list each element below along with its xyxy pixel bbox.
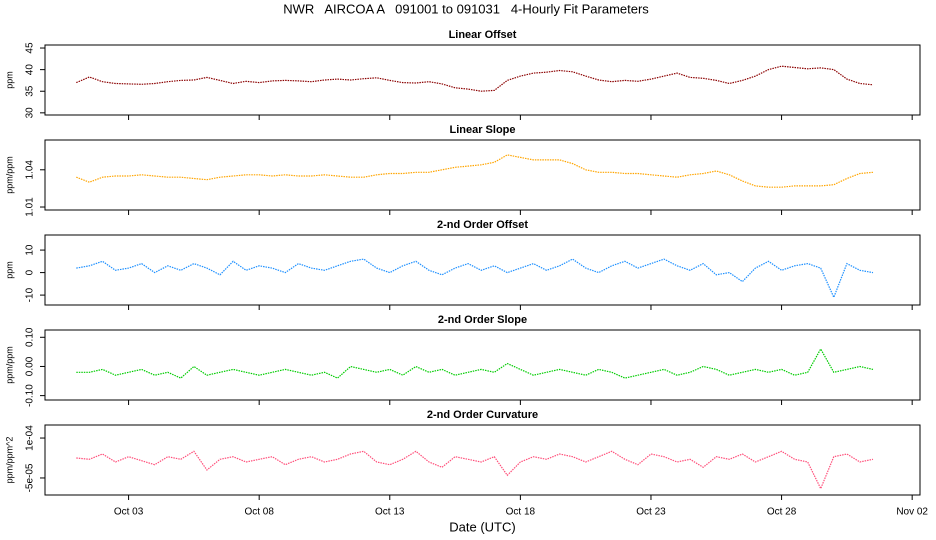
plot-frame [44, 139, 921, 211]
y-tick-label: 0.00 [25, 356, 36, 376]
data-line [76, 347, 874, 379]
x-tick-label: Oct 28 [767, 507, 797, 518]
panel-title: Linear Slope [449, 124, 515, 136]
panel-title: 2-nd Order Slope [438, 314, 527, 326]
x-tick-label: Oct 23 [636, 507, 666, 518]
x-tick-label: Oct 18 [506, 507, 536, 518]
y-axis-label: ppm/ppm [4, 346, 14, 384]
plot-frame [44, 44, 921, 116]
panel-title: 2-nd Order Offset [437, 219, 528, 231]
plot-frame [44, 424, 921, 496]
y-tick-label: -10 [25, 287, 36, 302]
panel-title: 2-nd Order Curvature [427, 409, 538, 421]
x-tick-label: Nov 02 [896, 507, 928, 518]
panel-title: Linear Offset [449, 29, 517, 41]
x-tick-label: Oct 13 [375, 507, 405, 518]
data-line [76, 450, 874, 491]
y-tick-label: 1e-04 [25, 425, 36, 451]
y-tick-label: -0.10 [25, 384, 36, 407]
y-axis-label: ppm [4, 261, 14, 279]
figure-title: NWR AIRCOA A 091001 to 091031 4-Hourly F… [283, 1, 649, 16]
y-tick-label: 0.10 [25, 327, 36, 347]
y-tick-label: 0 [25, 269, 36, 275]
x-tick-label: Oct 03 [114, 507, 144, 518]
data-line [76, 154, 874, 188]
y-axis-label: ppm/ppm [4, 156, 14, 194]
x-axis-label: Date (UTC) [449, 519, 515, 534]
y-axis-label: ppm [4, 71, 14, 89]
data-line [76, 258, 874, 299]
data-line [76, 65, 874, 92]
y-tick-label: 1.04 [25, 160, 36, 180]
y-tick-label: -5e-05 [25, 463, 36, 492]
y-tick-label: 10 [25, 244, 36, 256]
plot-frame [44, 329, 921, 401]
y-tick-label: 35 [25, 85, 36, 97]
y-tick-label: 45 [25, 42, 36, 54]
y-tick-label: 40 [25, 64, 36, 76]
x-tick-label: Oct 08 [244, 507, 274, 518]
plot-frame [44, 234, 921, 306]
y-tick-label: 1.01 [25, 197, 36, 217]
y-tick-label: 30 [25, 107, 36, 119]
y-axis-label: ppm/ppm^2 [4, 437, 14, 484]
